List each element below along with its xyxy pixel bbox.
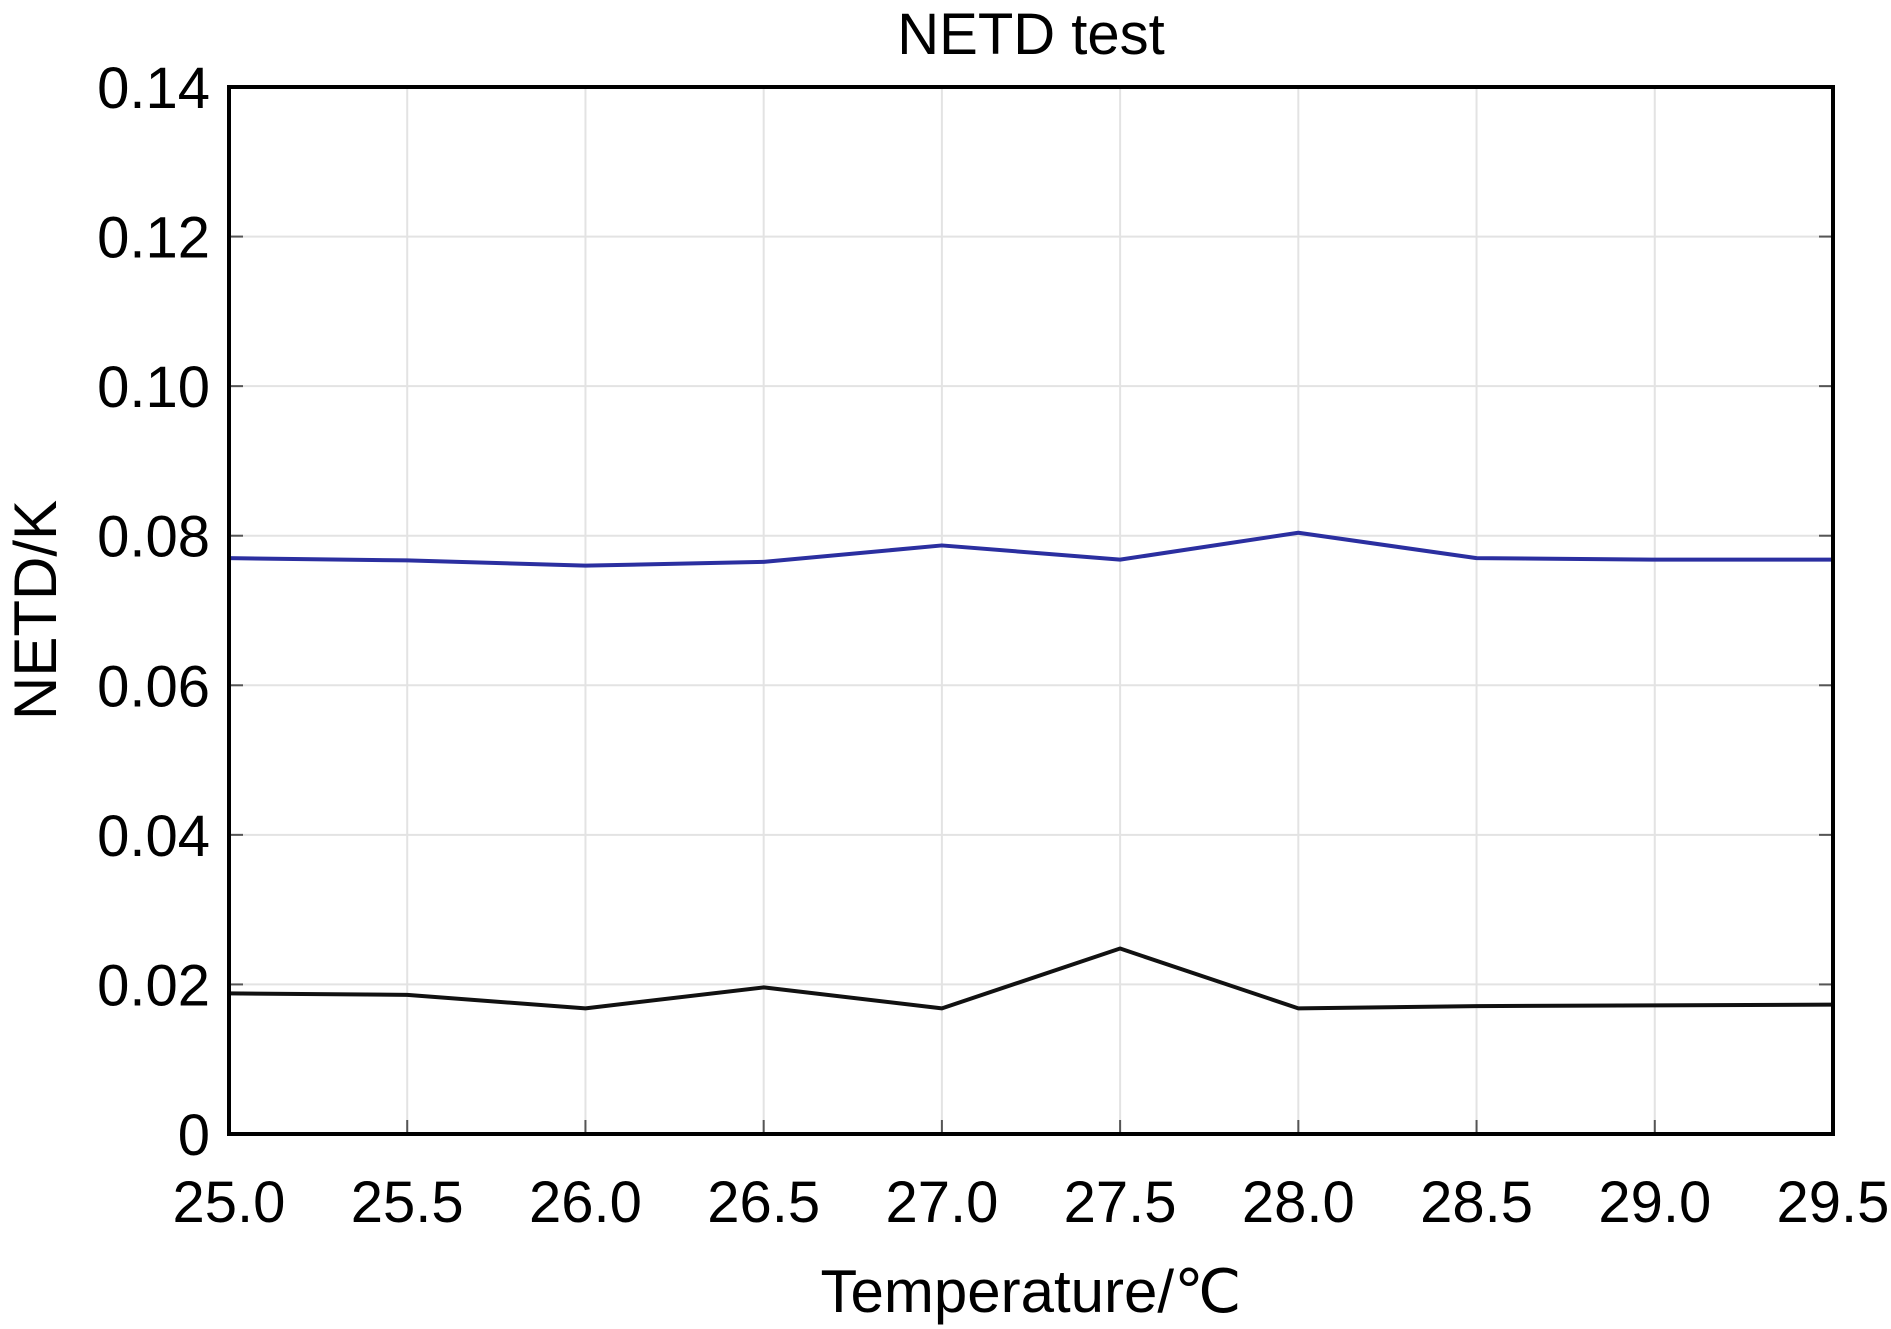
y-tick-label: 0.14 bbox=[97, 56, 210, 121]
y-tick-label: 0.10 bbox=[97, 355, 210, 420]
y-tick-label: 0.06 bbox=[97, 654, 210, 719]
grid-lines bbox=[229, 87, 1833, 1134]
x-axis-title: Temperature/℃ bbox=[821, 1258, 1242, 1325]
y-tick-label: 0.04 bbox=[97, 804, 210, 869]
series-line-upper bbox=[227, 530, 1835, 568]
y-tick-label: 0.12 bbox=[97, 206, 210, 271]
chart-title: NETD test bbox=[897, 2, 1165, 67]
x-tick-label: 29.5 bbox=[1777, 1170, 1890, 1235]
x-tick-label: 25.5 bbox=[351, 1170, 464, 1235]
x-tick-label: 27.0 bbox=[885, 1170, 998, 1235]
series-line-lower bbox=[227, 946, 1835, 1011]
x-tick-label: 28.5 bbox=[1420, 1170, 1533, 1235]
y-tick-label: 0 bbox=[178, 1103, 210, 1168]
y-tick-label: 0.02 bbox=[97, 953, 210, 1018]
y-tick-labels: 0 0.02 0.04 0.06 0.08 0.10 0.12 0.14 bbox=[97, 56, 210, 1168]
plot-frame bbox=[227, 85, 1835, 1136]
x-tick-label: 26.5 bbox=[707, 1170, 820, 1235]
data-series bbox=[227, 530, 1835, 1011]
x-tick-label: 26.0 bbox=[529, 1170, 642, 1235]
x-tick-label: 25.0 bbox=[173, 1170, 286, 1235]
y-tick-label: 0.08 bbox=[97, 505, 210, 570]
x-tick-label: 27.5 bbox=[1064, 1170, 1177, 1235]
x-tick-labels: 25.0 25.5 26.0 26.5 27.0 27.5 28.0 28.5 29.0 29.5 bbox=[173, 1170, 1890, 1235]
y-axis-title: NETD/K bbox=[2, 500, 69, 720]
x-tick-label: 29.0 bbox=[1598, 1170, 1711, 1235]
x-tick-label: 28.0 bbox=[1242, 1170, 1355, 1235]
